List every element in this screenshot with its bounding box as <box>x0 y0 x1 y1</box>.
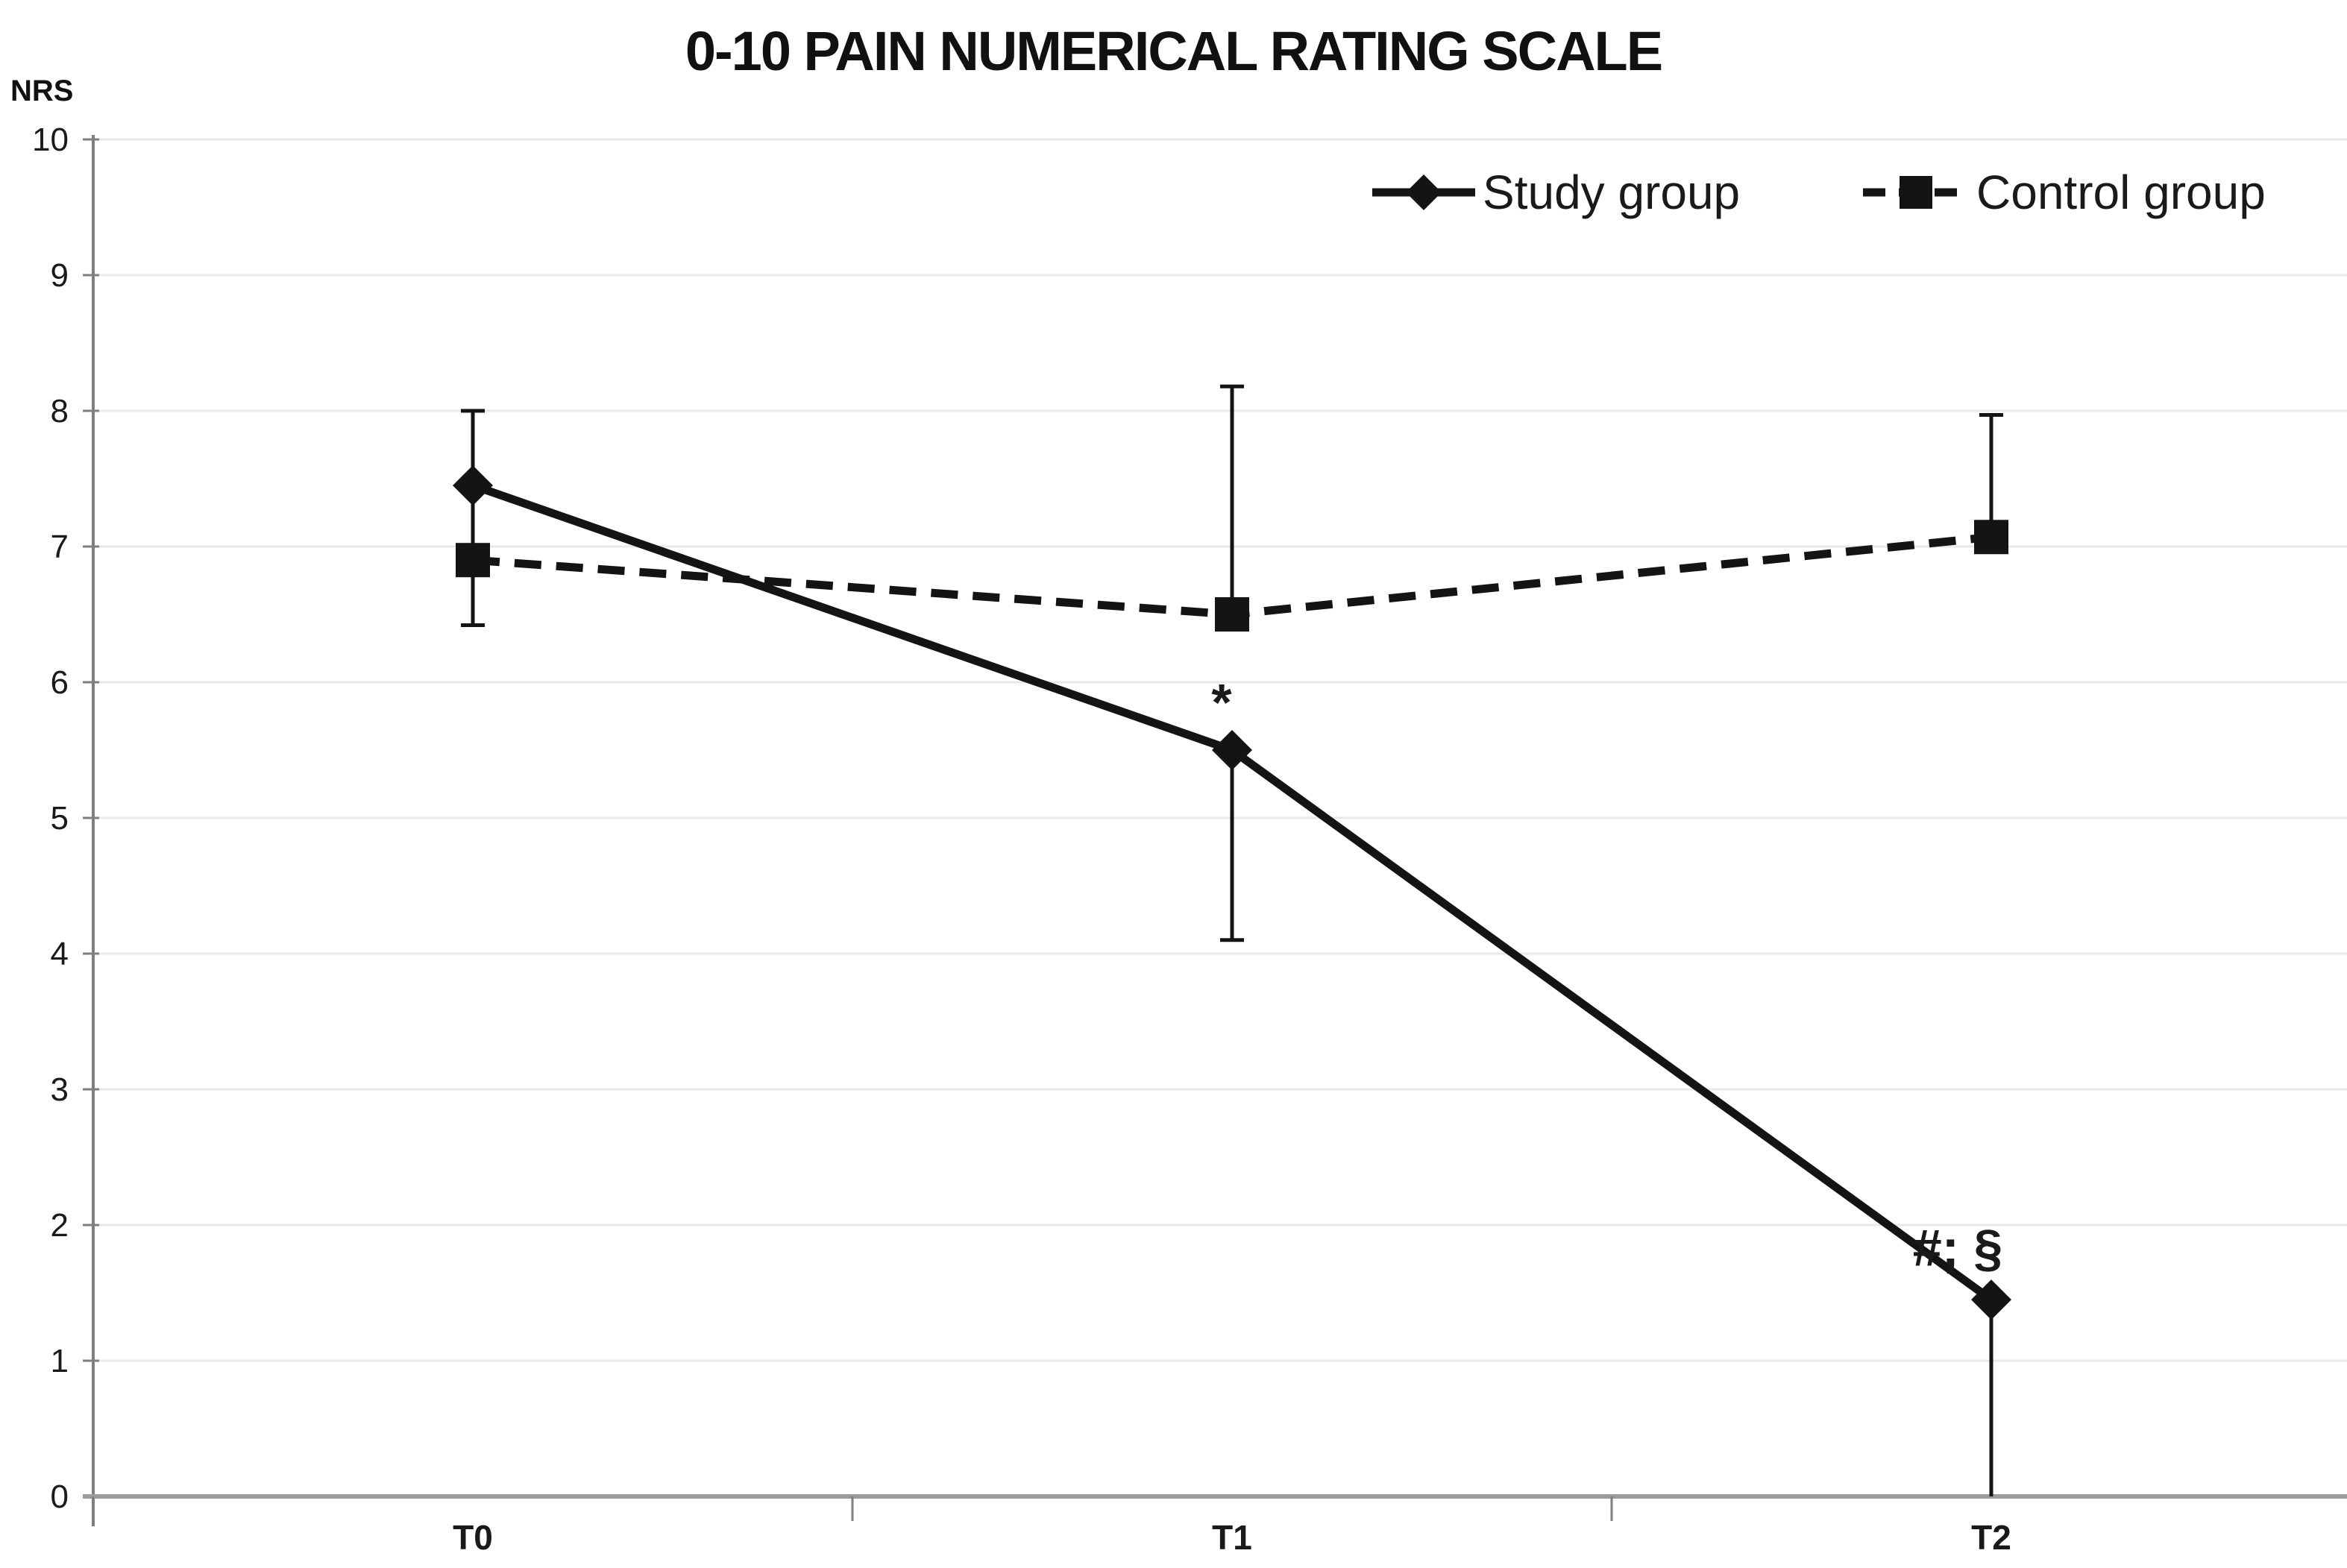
annotation-1: * <box>1211 673 1232 731</box>
study-group-marker-T0 <box>453 465 493 506</box>
study-group-marker-T2 <box>1971 1279 2011 1320</box>
y-tick-label-0: 0 <box>51 1479 69 1515</box>
control-group-marker-T2 <box>1974 520 2008 555</box>
y-tick-label-7: 7 <box>51 529 69 565</box>
control-group-marker-T0 <box>456 543 490 578</box>
y-tick-label-9: 9 <box>51 257 69 294</box>
legend-control-group-marker <box>1900 176 1932 209</box>
y-tick-label-6: 6 <box>51 664 69 701</box>
x-tick-label-T2: T2 <box>1971 1518 2011 1557</box>
legend-study-group-marker <box>1406 174 1442 210</box>
y-tick-label-2: 2 <box>51 1207 69 1244</box>
y-tick-label-4: 4 <box>51 936 69 972</box>
legend-study-group-label: Study group <box>1483 166 1740 219</box>
chart-title: 0-10 PAIN NUMERICAL RATING SCALE <box>685 20 1663 82</box>
legend-control-group-label: Control group <box>1976 166 2266 219</box>
x-tick-label-T0: T0 <box>453 1518 493 1557</box>
control-group-marker-T1 <box>1215 597 1249 632</box>
y-tick-label-5: 5 <box>51 800 69 837</box>
annotation-2: #; § <box>1913 1219 2003 1277</box>
y-tick-label-10: 10 <box>32 122 69 158</box>
study-group-marker-T1 <box>1212 730 1252 770</box>
y-tick-label-1: 1 <box>51 1343 69 1379</box>
y-tick-label-8: 8 <box>51 393 69 429</box>
x-tick-label-T1: T1 <box>1212 1518 1252 1557</box>
y-axis-title: NRS <box>10 75 74 107</box>
y-tick-label-3: 3 <box>51 1071 69 1108</box>
